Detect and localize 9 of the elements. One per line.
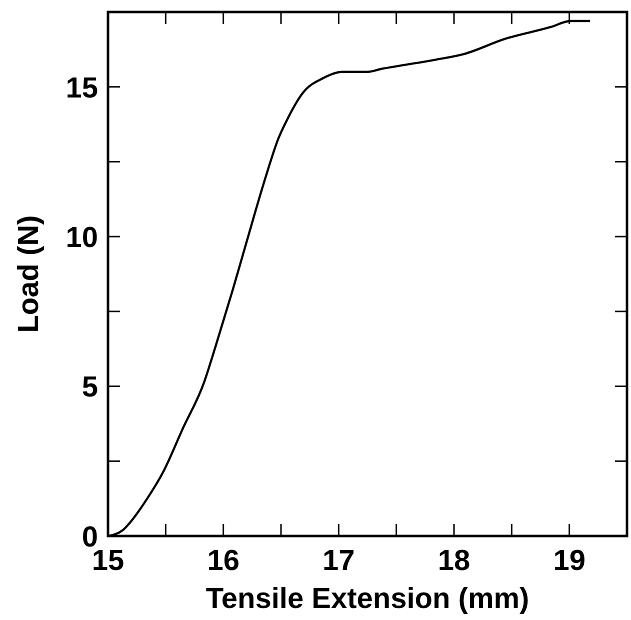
y-tick-label: 5 bbox=[82, 372, 98, 404]
x-axis-title: Tensile Extension (mm) bbox=[206, 583, 530, 615]
x-tick-label: 16 bbox=[207, 545, 240, 577]
x-tick-label: 18 bbox=[438, 545, 470, 577]
x-tick-label: 17 bbox=[322, 545, 355, 577]
y-tick-label: 15 bbox=[66, 72, 98, 104]
y-tick-label: 10 bbox=[66, 222, 98, 254]
x-tick-label: 19 bbox=[553, 545, 586, 577]
y-axis-title: Load (N) bbox=[13, 215, 45, 333]
